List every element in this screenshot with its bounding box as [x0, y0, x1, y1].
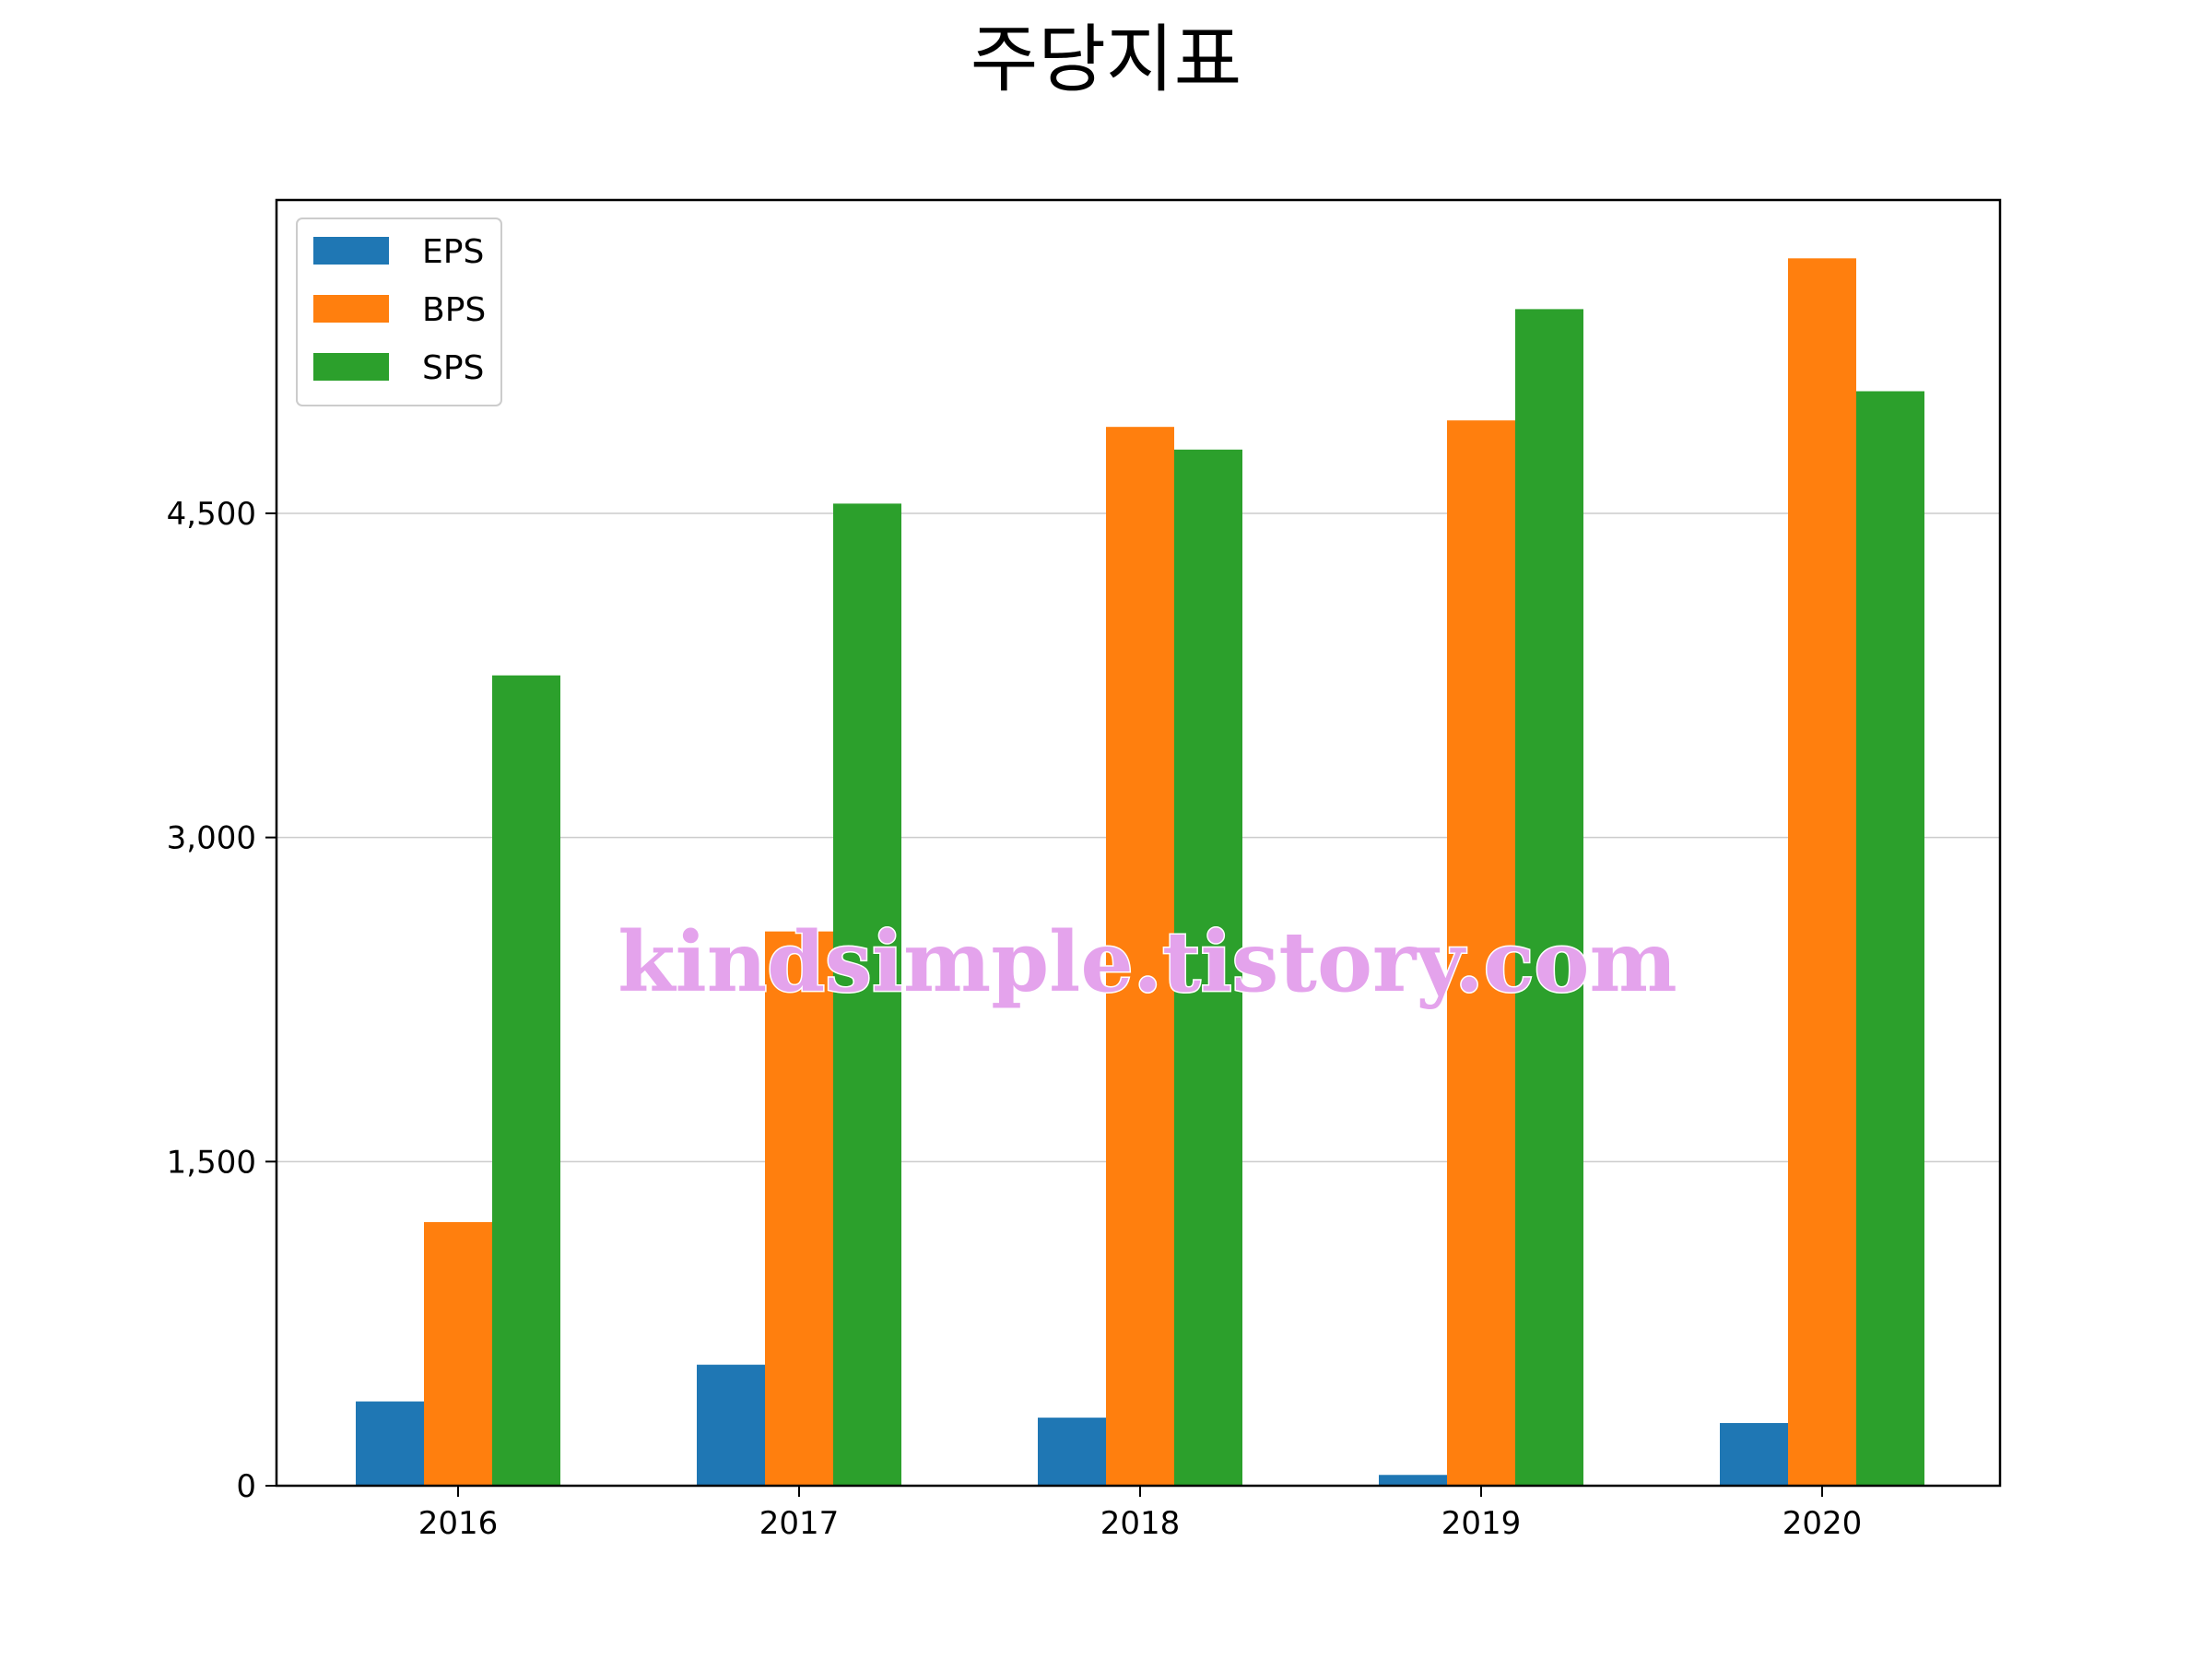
- y-tick-label: 0: [236, 1468, 256, 1505]
- x-tick-label: 2018: [1100, 1505, 1181, 1542]
- x-tick-label: 2019: [1441, 1505, 1522, 1542]
- legend-label-bps: BPS: [422, 291, 486, 329]
- chart-title: 주당지표: [971, 17, 1241, 102]
- x-tick-label: 2020: [1783, 1505, 1863, 1542]
- axis-ticks: 0 1,500 3,000 4,500 2016 2017 2018 2019 2020: [167, 496, 1863, 1542]
- bar-eps: [1720, 1423, 1788, 1486]
- bar-bps: [1447, 420, 1515, 1487]
- bar-bps: [1106, 427, 1174, 1486]
- plot-frame: [275, 198, 2002, 1488]
- bar-sps: [492, 675, 560, 1486]
- bar-sps: [1515, 309, 1583, 1486]
- y-tick-label: 3,000: [167, 820, 256, 857]
- bar-bps: [424, 1221, 492, 1486]
- bar-eps: [1038, 1418, 1106, 1486]
- bar-sps: [1856, 391, 1924, 1487]
- x-tick-label: 2016: [418, 1505, 499, 1542]
- legend-label-eps: EPS: [422, 233, 484, 271]
- bars: [356, 258, 1924, 1487]
- x-tick-label: 2017: [759, 1505, 840, 1542]
- bar-bps: [1788, 258, 1856, 1487]
- legend-swatch-bps: [313, 295, 389, 323]
- bar-eps: [356, 1401, 424, 1486]
- legend-swatch-eps: [313, 237, 389, 265]
- y-tick-label: 1,500: [167, 1144, 256, 1181]
- watermark: kindsimple.tistory.com: [618, 913, 1677, 1011]
- bar-bps: [765, 931, 833, 1486]
- bar-eps: [1379, 1475, 1447, 1486]
- legend: EPS BPS SPS: [296, 218, 502, 406]
- bar-sps: [833, 503, 901, 1486]
- y-tick-label: 4,500: [167, 496, 256, 533]
- legend-label-sps: SPS: [422, 349, 484, 387]
- legend-swatch-sps: [313, 353, 389, 381]
- bar-sps: [1174, 449, 1242, 1486]
- bar-eps: [697, 1364, 765, 1486]
